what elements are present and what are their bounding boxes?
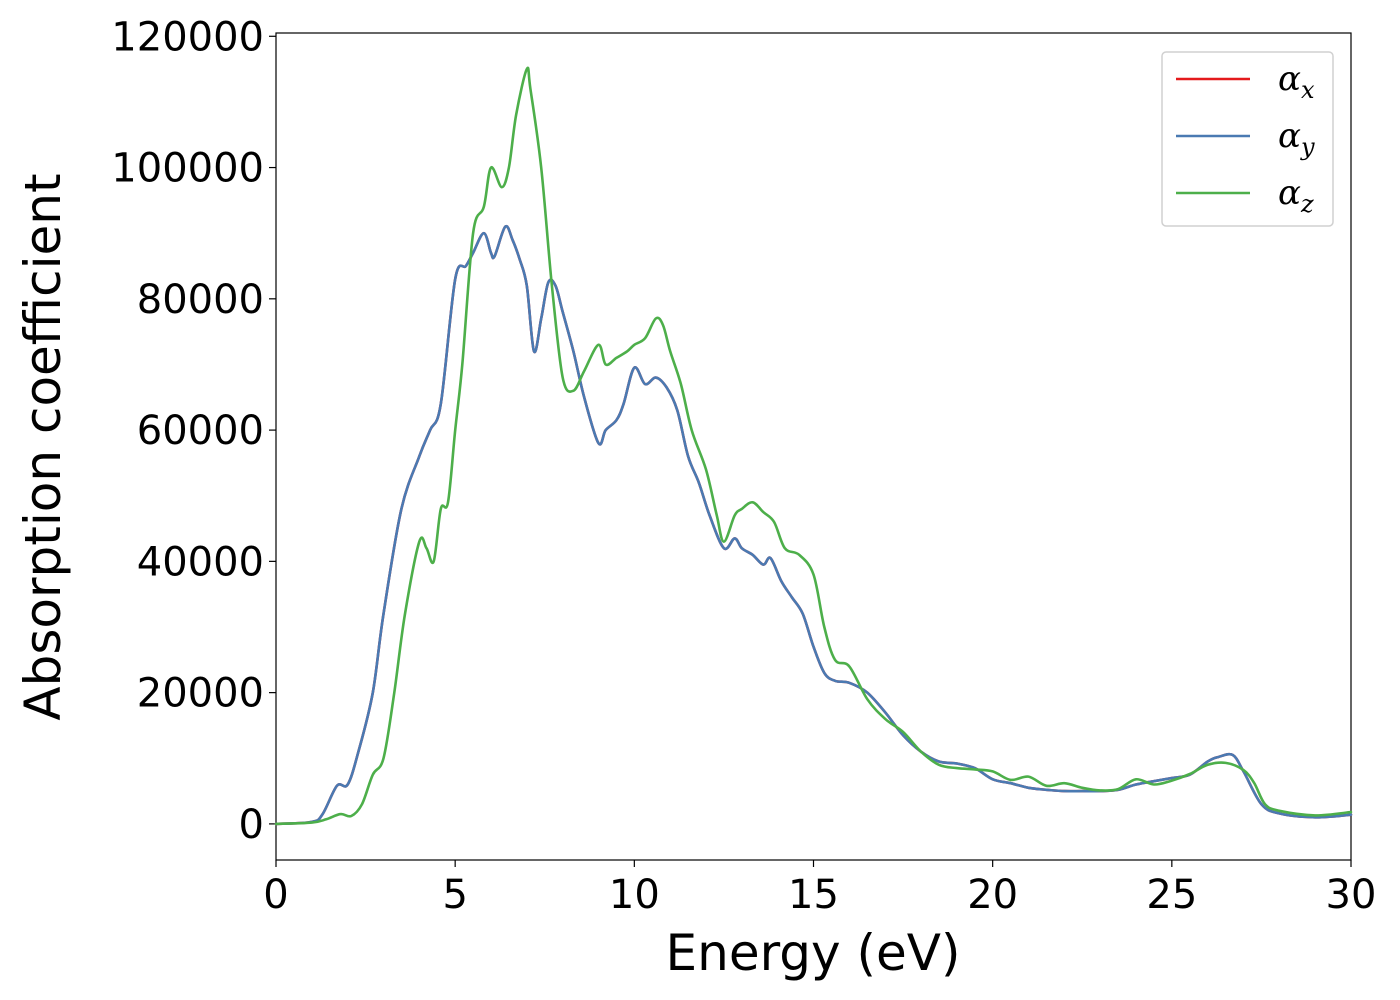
series-line-z: [274, 66, 1353, 826]
y-tick-label: 20000: [137, 671, 264, 717]
series-lines: [274, 66, 1353, 826]
x-tick-label: 10: [609, 872, 660, 918]
x-tick-label: 30: [1326, 872, 1377, 918]
series-line-y: [274, 224, 1353, 826]
y-tick-label: 0: [239, 802, 264, 848]
y-axis-title: Absorption coefficient: [14, 173, 72, 720]
x-tick-label: 20: [967, 872, 1018, 918]
y-tick-label: 80000: [137, 277, 264, 323]
x-tick-label: 15: [788, 872, 839, 918]
x-tick-label: 25: [1146, 872, 1197, 918]
legend-label-x: αx: [1278, 59, 1315, 104]
y-axis-ticks: 0 20000 40000 60000 80000 100000 120000: [111, 14, 276, 848]
x-axis-ticks: 0 5 10 15 20 25 30: [263, 860, 1376, 918]
x-tick-label: 0: [263, 872, 288, 918]
legend-box: [1161, 51, 1334, 227]
y-tick-label: 40000: [137, 539, 264, 585]
x-axis-title: Energy (eV): [666, 924, 961, 982]
y-tick-label: 120000: [111, 14, 264, 60]
legend: αx αy αz: [1161, 51, 1334, 227]
y-tick-label: 100000: [111, 146, 264, 192]
legend-label-y: αy: [1278, 116, 1315, 161]
legend-label-z: αz: [1278, 173, 1314, 218]
legend-items: αx αy αz: [1176, 59, 1315, 218]
x-tick-label: 5: [442, 872, 467, 918]
y-tick-label: 60000: [137, 408, 264, 454]
